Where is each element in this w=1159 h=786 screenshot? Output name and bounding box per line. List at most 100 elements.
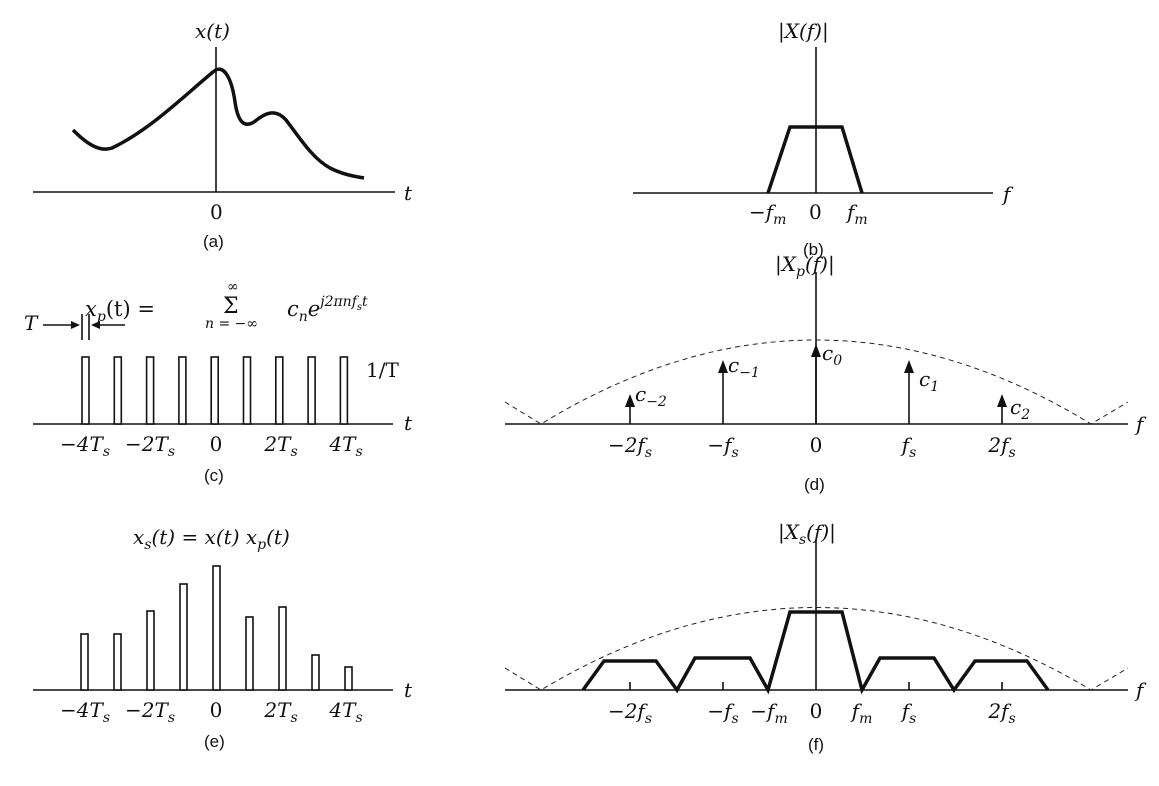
time-tick-label: 2Ts	[263, 698, 297, 726]
frequency-tick-label: −2fs	[608, 433, 652, 461]
time-tick-label: −2Ts	[125, 698, 175, 726]
panel-f: |Xs(f)| f −2fs −fs −fm 0 fm fs 2fs (f)	[504, 520, 1147, 754]
panel-a: x(t) t 0 (a)	[33, 19, 413, 251]
frequency-axis-label: f	[1134, 412, 1147, 436]
time-axis-label: t	[404, 678, 413, 702]
frequency-tick-label: fs	[900, 699, 917, 727]
sampled-pulse	[311, 654, 320, 691]
baseband-spectrum	[766, 125, 864, 194]
pulse	[210, 356, 219, 425]
caption-f: (f)	[808, 735, 824, 754]
sampled-pulse	[146, 610, 155, 691]
frequency-tick-label: 2fs	[987, 433, 1015, 461]
spectrum-label: |Xs(f)|	[778, 520, 836, 548]
sum-term: cnej2πnfst	[287, 294, 368, 325]
impulse-arrowhead	[997, 394, 1007, 407]
pulse-height-label: 1/T	[366, 358, 399, 382]
time-tick-label: 0	[210, 432, 223, 456]
sampled-pulse	[212, 565, 221, 691]
frequency-tick-labels: −2fs −fs 0 fs 2fs	[608, 433, 1016, 461]
frequency-axis-label: f	[1134, 678, 1147, 702]
impulse-arrowhead	[625, 394, 635, 407]
time-tick-label: −4Ts	[60, 698, 110, 726]
caption-a: (a)	[203, 232, 224, 251]
pulse	[145, 356, 155, 425]
sampled-pulse	[179, 583, 188, 691]
caption-d: (d)	[804, 475, 825, 494]
caption-b: (b)	[803, 240, 824, 259]
frequency-tick-label: 0	[810, 699, 823, 723]
signal-curve	[71, 67, 365, 180]
caption-c: (c)	[204, 466, 224, 485]
caption-e: (e)	[204, 732, 225, 751]
frequency-tick-label: −2fs	[608, 699, 652, 727]
replicated-spectrum	[581, 610, 1050, 695]
tick-fm: fm	[845, 200, 868, 228]
sampled-pulses	[80, 565, 353, 691]
sampled-signal-formula: xs(t) = x(t) xp(t)	[133, 525, 290, 553]
impulse-train	[625, 344, 1007, 424]
spectrum-label: |Xp(f)|	[775, 252, 835, 280]
pulse-train-formula-lhs: xp(t) =	[85, 297, 155, 325]
frequency-tick-label: 2fs	[987, 699, 1015, 727]
sampled-pulse	[245, 616, 254, 691]
time-tick-labels: −4Ts −2Ts 0 2Ts 4Ts	[60, 698, 363, 726]
tick-neg-fm: −fm	[749, 200, 786, 228]
coefficient-label: c1	[919, 367, 939, 395]
tick-zero: 0	[809, 200, 822, 224]
sum-lower-limit: n = −∞	[205, 316, 258, 332]
pulse	[178, 356, 187, 425]
panel-e: xs(t) = x(t) xp(t) t −4Ts −2Ts 0 2Ts 4Ts (e)	[33, 525, 413, 751]
pulse	[274, 356, 284, 425]
sum-upper-limit: ∞	[227, 279, 239, 295]
spectrum-label: |X(f)|	[778, 19, 829, 44]
origin-label: 0	[210, 200, 223, 224]
time-axis-label: t	[404, 181, 413, 205]
frequency-tick-label: −fm	[750, 699, 787, 727]
sinc-envelope	[504, 339, 1129, 425]
sinc-envelope	[504, 607, 1129, 691]
pulse-width-label: T	[24, 311, 39, 335]
panel-b: |X(f)| f −fm 0 fm (b)	[633, 19, 1014, 259]
frequency-tick-label: −fs	[707, 699, 738, 727]
frequency-tick-label: −fs	[707, 433, 738, 461]
pulse	[113, 356, 123, 425]
impulse-arrowhead	[718, 360, 728, 373]
time-tick-label: −2Ts	[125, 432, 175, 460]
sum-symbol: Σ	[223, 294, 239, 319]
frequency-tick-label: 0	[810, 433, 823, 457]
frequency-tick-marks	[629, 682, 1003, 690]
time-tick-label: 2Ts	[263, 432, 297, 460]
signal-label: x(t)	[195, 19, 230, 43]
pulse-train	[81, 356, 349, 425]
sampled-pulse	[344, 666, 353, 691]
pulse	[81, 356, 90, 425]
coefficient-label: c0	[822, 341, 842, 369]
time-tick-label: 0	[210, 698, 223, 722]
coefficient-label: c2	[1010, 395, 1030, 423]
frequency-axis-label: f	[1001, 182, 1014, 206]
sampled-pulse	[278, 606, 287, 691]
time-tick-label: −4Ts	[60, 432, 110, 460]
pulse	[242, 356, 252, 425]
width-arrowhead-left	[71, 321, 80, 329]
frequency-tick-label: fs	[900, 433, 917, 461]
frequency-tick-label: fm	[850, 699, 873, 727]
impulse-arrowhead	[904, 360, 914, 373]
pulse	[307, 356, 316, 425]
coefficient-label: c−2	[635, 382, 667, 410]
coefficient-labels: c−2 c−1 c0 c1 c2	[635, 341, 1030, 423]
time-tick-label: 4Ts	[328, 698, 362, 726]
pulse	[339, 356, 349, 425]
width-arrowhead-right	[91, 321, 100, 329]
time-tick-label: 4Ts	[328, 432, 362, 460]
frequency-tick-labels: −2fs −fs −fm 0 fm fs 2fs	[608, 699, 1016, 727]
time-axis-label: t	[404, 411, 413, 435]
sampled-pulse	[113, 633, 122, 691]
sampled-pulse	[80, 633, 89, 691]
impulse-arrowhead	[811, 344, 821, 357]
time-tick-labels: −4Ts −2Ts 0 2Ts 4Ts	[60, 432, 363, 460]
coefficient-label: c−1	[728, 353, 760, 381]
panel-c: xp(t) = ∞ Σ n = −∞ cnej2πnfst T 1/T t −4…	[24, 279, 413, 485]
